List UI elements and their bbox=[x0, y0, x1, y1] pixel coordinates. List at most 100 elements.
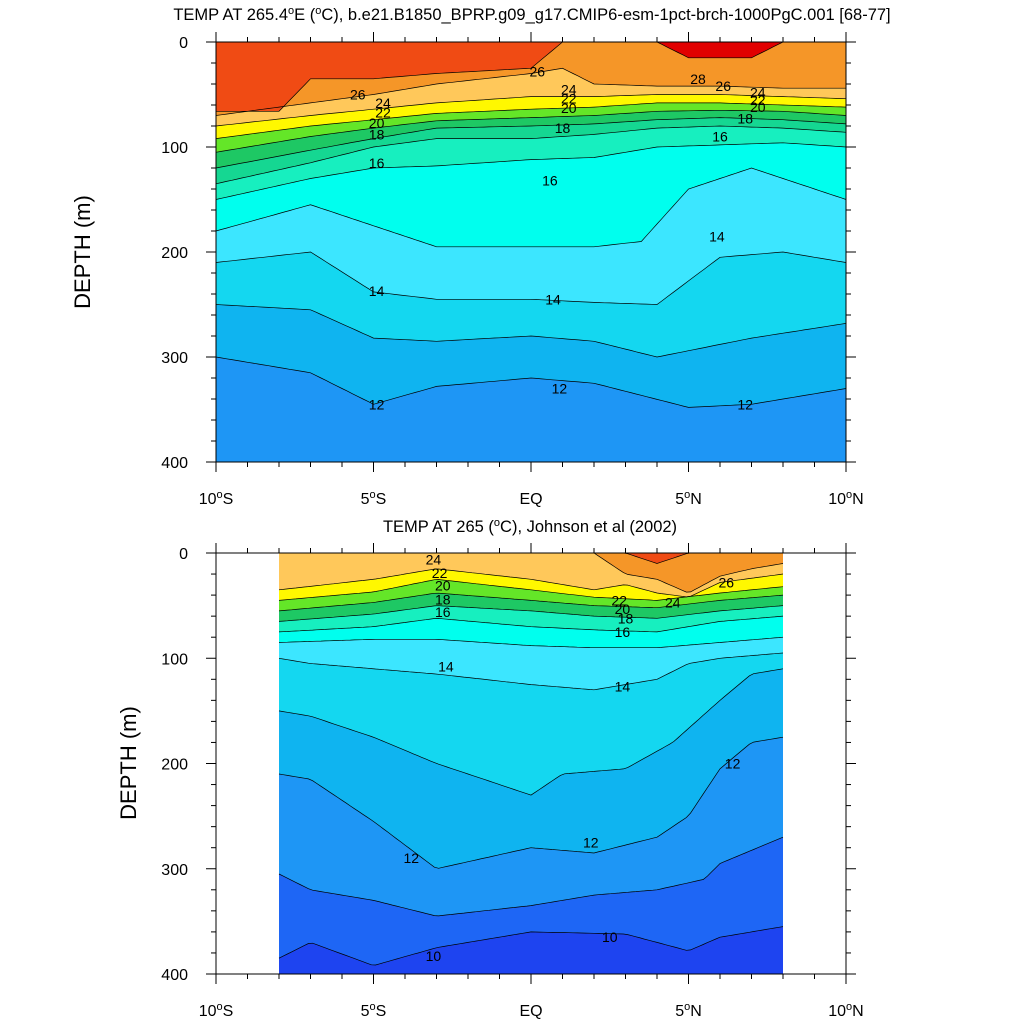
isotherm-line-16 bbox=[215, 142, 847, 200]
contour-label: 16 bbox=[435, 604, 451, 620]
y-tick-label: 300 bbox=[161, 350, 188, 367]
contour-label: 22 bbox=[611, 592, 627, 608]
x-tick-label: 5oN bbox=[675, 489, 702, 508]
contour-label: 12 bbox=[725, 756, 741, 772]
x-tick-label: 10oS bbox=[199, 489, 234, 508]
isotherm-line-14 bbox=[278, 652, 784, 691]
y-tick-label: 300 bbox=[161, 862, 188, 879]
panel-bottom-axes: 0 100 200 300 400 10oS 5oS EQ 5oN 10oN bbox=[161, 543, 864, 1020]
panel-top-axes: 0 100 200 300 400 10oS 5oS EQ 5oN 10oN bbox=[161, 32, 864, 508]
isotherm-line-18 bbox=[215, 117, 847, 169]
y-tick-label: 0 bbox=[179, 546, 188, 563]
contour-band-28 bbox=[216, 42, 846, 58]
contour-label: 14 bbox=[438, 659, 454, 675]
isotherm-line-15 bbox=[278, 636, 784, 649]
isotherm-line-22 bbox=[215, 102, 847, 139]
contour-label: 22 bbox=[561, 91, 577, 107]
contour-label: 24 bbox=[561, 81, 577, 97]
contour-label: 12 bbox=[369, 396, 385, 412]
isotherm-line-12 bbox=[278, 736, 784, 869]
contour-label: 14 bbox=[615, 679, 631, 695]
contour-label: 20 bbox=[750, 99, 766, 115]
contour-label: 16 bbox=[712, 129, 728, 145]
contour-label: 12 bbox=[583, 834, 599, 850]
y-tick-label: 400 bbox=[161, 455, 188, 472]
contour-label: 24 bbox=[750, 84, 766, 100]
contour-label: 24 bbox=[375, 95, 391, 111]
y-tick-label: 100 bbox=[161, 140, 188, 157]
panel-bottom-y-axis-label: DEPTH (m) bbox=[116, 706, 141, 820]
contour-label: 16 bbox=[615, 624, 631, 640]
contour-band-27 bbox=[279, 553, 783, 564]
isotherm-line-20 bbox=[278, 592, 784, 612]
isotherm-line-10 bbox=[278, 926, 784, 966]
x-tick-label: EQ bbox=[519, 491, 542, 508]
contour-label: 14 bbox=[545, 291, 561, 307]
isotherm-line-11 bbox=[278, 836, 784, 917]
y-tick-label: 200 bbox=[161, 757, 188, 774]
contour-label: 10 bbox=[426, 948, 442, 964]
x-tick-label: 10oN bbox=[828, 1001, 863, 1020]
contour-label: 28 bbox=[690, 71, 706, 87]
contour-label: 10 bbox=[602, 929, 618, 945]
isotherm-line-26 bbox=[215, 67, 846, 116]
contour-label: 20 bbox=[435, 578, 451, 594]
panel-bottom-contour-fills bbox=[279, 553, 783, 965]
panel-top-y-axis-label: DEPTH (m) bbox=[70, 195, 95, 309]
x-tick-label: 10oS bbox=[199, 1001, 234, 1020]
contour-label: 16 bbox=[369, 155, 385, 171]
isotherm-line-20 bbox=[215, 109, 847, 153]
isotherm-line-13 bbox=[215, 304, 847, 358]
x-tick-label: 5oS bbox=[361, 1001, 387, 1020]
contour-label: 18 bbox=[737, 111, 753, 127]
isotherm-line-15 bbox=[215, 167, 847, 248]
x-tick-label: 10oN bbox=[828, 489, 863, 508]
panel-top-contour-labels: 2624222018161414141212122624222018161628… bbox=[350, 63, 766, 412]
x-tick-label: EQ bbox=[519, 1003, 542, 1020]
contour-label: 22 bbox=[375, 104, 391, 120]
panel-top: TEMP AT 265.4oE (oC), b.e21.B1850_BPRP.g… bbox=[70, 5, 891, 508]
isotherm-line-13 bbox=[278, 668, 784, 796]
panel-top-title: TEMP AT 265.4oE (oC), b.e21.B1850_BPRP.g… bbox=[173, 5, 890, 24]
contour-label: 18 bbox=[435, 591, 451, 607]
isotherm-line-24 bbox=[278, 568, 784, 598]
contour-label: 12 bbox=[404, 850, 420, 866]
y-tick-label: 200 bbox=[161, 245, 188, 262]
isotherm-line-24 bbox=[215, 94, 847, 127]
contour-label: 14 bbox=[369, 283, 385, 299]
panel-top-contour-fills bbox=[216, 42, 846, 408]
isotherm-line-14 bbox=[215, 251, 847, 305]
contour-label: 20 bbox=[561, 100, 577, 116]
isotherm-line-12 bbox=[215, 356, 847, 408]
contour-label: 20 bbox=[615, 601, 631, 617]
panel-bottom-contour-lines bbox=[278, 552, 784, 966]
contour-label: 24 bbox=[665, 595, 681, 611]
isotherm-line-17 bbox=[215, 125, 847, 185]
contour-label: 16 bbox=[542, 173, 558, 189]
y-tick-label: 100 bbox=[161, 651, 188, 668]
contour-label: 26 bbox=[350, 87, 366, 103]
isotherm-line-22 bbox=[278, 579, 784, 601]
contour-label: 18 bbox=[369, 126, 385, 142]
isotherm-line-18 bbox=[278, 605, 784, 622]
panel-bottom: TEMP AT 265 (oC), Johnson et al (2002) D… bbox=[116, 517, 864, 1020]
contour-label: 26 bbox=[530, 63, 546, 79]
contour-label: 26 bbox=[719, 575, 735, 591]
y-tick-label: 0 bbox=[179, 35, 188, 52]
contour-label: 26 bbox=[715, 78, 731, 94]
x-tick-label: 5oS bbox=[361, 489, 387, 508]
contour-label: 14 bbox=[709, 228, 725, 244]
contour-label: 22 bbox=[432, 565, 448, 581]
contour-label: 12 bbox=[552, 381, 568, 397]
contour-label: 24 bbox=[426, 551, 442, 567]
contour-band-27 bbox=[216, 42, 846, 112]
contour-label: 22 bbox=[750, 92, 766, 108]
x-tick-label: 5oN bbox=[675, 1001, 702, 1020]
isotherm-line-16 bbox=[278, 615, 784, 633]
panel-bottom-title: TEMP AT 265 (oC), Johnson et al (2002) bbox=[383, 517, 677, 536]
contour-label: 18 bbox=[618, 610, 634, 626]
y-tick-label: 400 bbox=[161, 967, 188, 984]
contour-label: 20 bbox=[369, 115, 385, 131]
